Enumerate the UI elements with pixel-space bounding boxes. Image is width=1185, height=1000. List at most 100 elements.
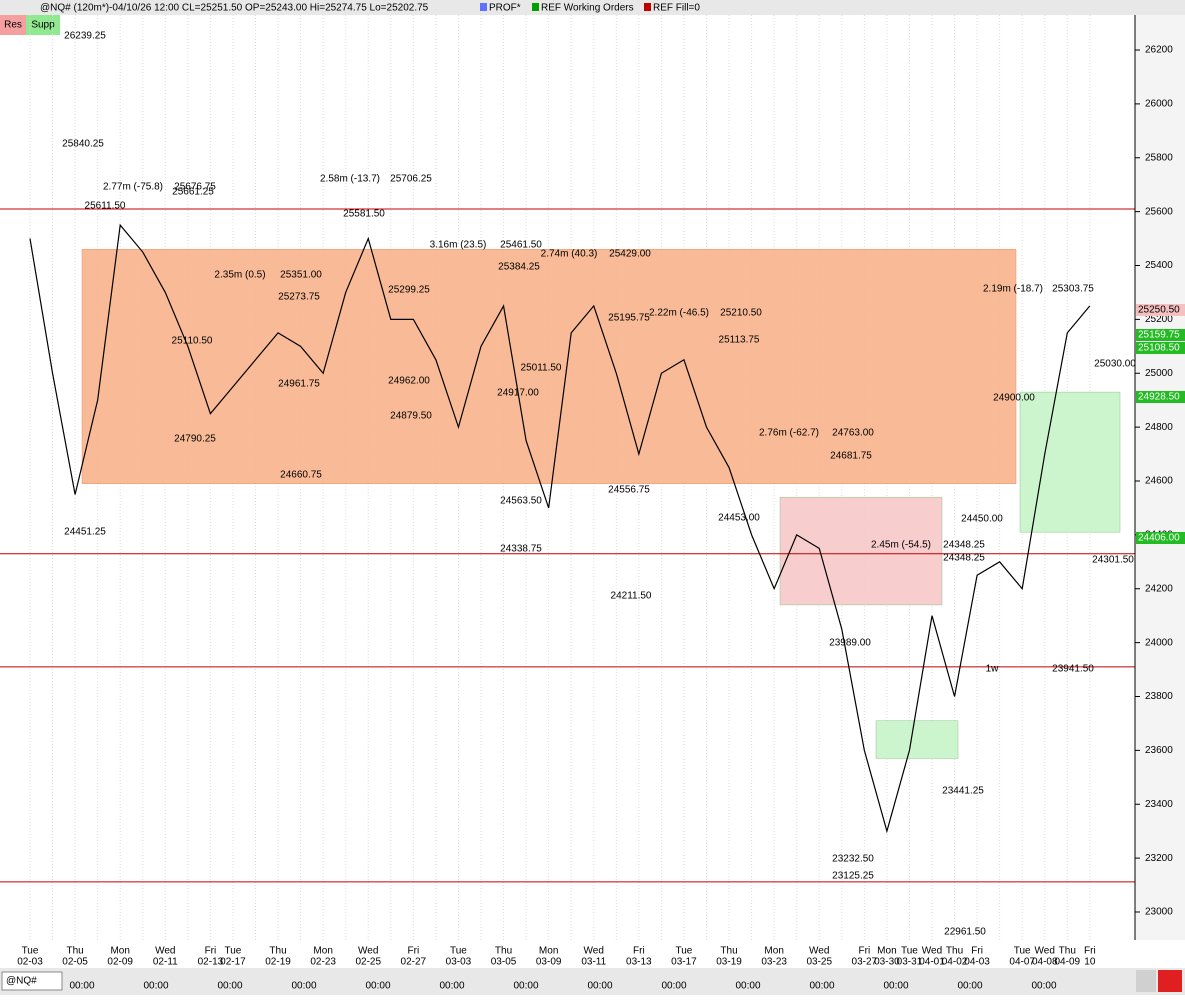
zone — [81, 249, 1017, 484]
supp-label[interactable]: Supp — [31, 20, 55, 31]
price-annotation: 24681.75 — [830, 451, 872, 462]
price-annotation: 23125.25 — [832, 871, 874, 882]
price-tag-label: 25159.75 — [1138, 330, 1180, 341]
price-annotation: 25273.75 — [278, 292, 320, 303]
price-axis — [1135, 15, 1185, 940]
price-annotation: 23441.25 — [942, 786, 984, 797]
x-date-label: 03-11 — [581, 957, 606, 968]
price-annotation: 2.77m (-75.8) — [103, 182, 163, 193]
footer-symbol[interactable]: @NQ# — [6, 976, 37, 987]
price-annotation: 2.76m (-62.7) — [759, 428, 819, 439]
x-date-label: 03-30 — [874, 957, 900, 968]
time-label: 00:00 — [1031, 981, 1056, 992]
footer-bar — [0, 968, 1185, 995]
header-symbol: @NQ# (120m*)-04/10/26 12:00 CL=25251.50 … — [40, 3, 429, 14]
x-date-label: 02-13 — [198, 957, 224, 968]
x-weekday-label: Mon — [764, 946, 783, 957]
refresh-button[interactable] — [1136, 970, 1156, 992]
price-annotation: 25461.50 — [500, 240, 542, 251]
x-date-label: 04-01 — [919, 957, 945, 968]
x-weekday-label: Thu — [66, 946, 83, 957]
x-date-label: 02-19 — [265, 957, 291, 968]
res-button[interactable] — [0, 15, 26, 35]
legend-swatch — [480, 3, 487, 11]
x-date-label: 03-09 — [536, 957, 562, 968]
time-label: 00:00 — [735, 981, 760, 992]
price-annotation: 24556.75 — [608, 485, 650, 496]
price-annotation: 23941.50 — [1052, 664, 1094, 675]
y-tick-label: 26000 — [1145, 99, 1173, 110]
price-annotation: 24879.50 — [390, 411, 432, 422]
legend-swatch — [532, 3, 539, 11]
x-weekday-label: Fri — [859, 946, 871, 957]
price-line — [29, 223, 1091, 834]
y-tick-label: 23200 — [1145, 853, 1173, 864]
add-button[interactable] — [1158, 970, 1182, 992]
x-date-label: 04-08 — [1032, 957, 1058, 968]
x-weekday-label: Mon — [539, 946, 558, 957]
x-weekday-label: Mon — [877, 946, 896, 957]
price-annotation: 25384.25 — [498, 262, 540, 273]
x-date-label: 03-27 — [852, 957, 878, 968]
legend-label: PROF* — [489, 3, 521, 14]
x-date-label: 03-17 — [671, 957, 697, 968]
price-tag — [1136, 304, 1185, 316]
time-label: 00:00 — [143, 981, 168, 992]
time-label: 00:00 — [957, 981, 982, 992]
x-weekday-label: Mon — [313, 946, 332, 957]
price-annotation: 24301.50 — [1092, 555, 1134, 566]
price-annotation: 25299.25 — [388, 285, 430, 296]
price-annotation: 24348.25 — [943, 540, 985, 551]
price-annotation: 1w — [986, 664, 1000, 675]
time-label: 00:00 — [809, 981, 834, 992]
price-annotation: 23232.50 — [832, 854, 874, 865]
price-tag — [1136, 391, 1185, 403]
x-date-label: 02-09 — [107, 957, 133, 968]
x-date-label: 04-07 — [1009, 957, 1035, 968]
x-weekday-label: Fri — [205, 946, 217, 957]
price-tag-label: 24928.50 — [1138, 392, 1180, 403]
x-weekday-label: Thu — [946, 946, 963, 957]
x-weekday-label: Thu — [720, 946, 737, 957]
x-weekday-label: Tue — [450, 946, 467, 957]
y-tick-label: 23600 — [1145, 745, 1173, 756]
y-tick-label: 25600 — [1145, 206, 1173, 217]
price-annotation: 25195.75 — [608, 313, 650, 324]
zone — [779, 496, 943, 606]
time-label: 00:00 — [587, 981, 612, 992]
supp-button[interactable] — [26, 15, 60, 35]
x-weekday-label: Thu — [495, 946, 512, 957]
x-date-label: 10 — [1084, 957, 1096, 968]
price-annotation: 2.58m (-13.7) — [320, 174, 380, 185]
x-date-label: 03-13 — [626, 957, 652, 968]
price-annotation: 25611.50 — [85, 201, 126, 212]
y-tick-label: 26200 — [1145, 45, 1173, 56]
x-weekday-label: Tue — [225, 946, 242, 957]
x-weekday-label: Fri — [971, 946, 983, 957]
x-date-label: 02-27 — [401, 957, 427, 968]
price-annotation: 2.45m (-54.5) — [871, 540, 931, 551]
symbol-select[interactable] — [1, 971, 63, 991]
price-annotation: 25210.50 — [720, 308, 762, 319]
time-label: 00:00 — [883, 981, 908, 992]
price-annotation: 24961.75 — [278, 379, 320, 390]
price-annotation: 24790.25 — [174, 434, 216, 445]
x-date-label: 02-25 — [355, 957, 381, 968]
x-weekday-label: Wed — [1035, 946, 1055, 957]
price-annotation: 26239.25 — [64, 31, 106, 42]
x-date-label: 02-17 — [220, 957, 246, 968]
price-annotation: 24338.75 — [500, 544, 542, 555]
res-label[interactable]: Res — [4, 20, 22, 31]
time-label: 00:00 — [217, 981, 242, 992]
time-label: 00:00 — [439, 981, 464, 992]
price-annotation: 22961.50 — [944, 927, 986, 938]
x-date-label: 03-31 — [897, 957, 923, 968]
zone — [1019, 391, 1121, 533]
price-annotation: 25351.00 — [280, 270, 322, 281]
price-annotation: 25840.25 — [62, 139, 104, 150]
x-date-label: 03-23 — [761, 957, 787, 968]
x-date-label: 03-19 — [716, 957, 742, 968]
y-tick-label: 24800 — [1145, 422, 1173, 433]
price-tag — [1136, 329, 1185, 341]
